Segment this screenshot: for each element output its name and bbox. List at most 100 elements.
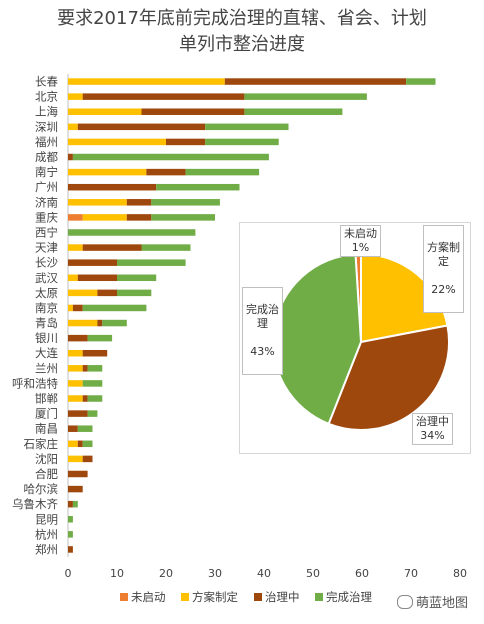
bar-segment [68,168,147,176]
bar-segment [68,304,73,312]
bar-segment [68,93,83,100]
bar-segment [87,395,103,402]
bar-segment [68,123,78,131]
pie-label-planning: 方案制 定 22% [423,225,464,313]
bar-segment [68,153,73,161]
bar-segment [68,78,225,85]
y-tick-label: 南昌 [35,422,58,436]
legend-label: 完成治理 [326,590,372,604]
bar-segment [146,168,186,176]
bar-segment [82,214,127,221]
bar-segment [68,108,142,115]
y-tick-label: 合肥 [35,467,58,481]
legend-label: 治理中 [265,590,300,604]
bar-segment [97,319,103,327]
y-tick-label: 大连 [35,346,58,360]
bar-segment [68,138,166,146]
y-tick-label: 兰州 [35,361,58,375]
bar-segment [151,199,220,206]
bar-segment [82,349,108,357]
x-tick-label: 80 [453,567,467,580]
legend-swatch [120,593,128,601]
wechat-icon [397,595,413,609]
y-tick-label: 广州 [35,180,58,194]
pie-label-percent: 1% [351,241,370,254]
legend-swatch [181,593,189,601]
bar-segment [68,365,83,372]
pie-label-percent: 22% [431,283,456,296]
bar-segment [87,365,103,372]
y-tick-label: 北京 [35,90,58,104]
bar-segment [117,274,157,282]
chart-title-line-1: 要求2017年底前完成治理的直辖、省会、计划 [57,8,427,29]
y-tick-label: 长春 [35,75,58,89]
y-tick-label: 南京 [35,301,58,315]
bar-segment [77,123,206,131]
y-tick-label: 西宁 [35,225,58,239]
y-tick-label: 呼和浩特 [12,376,58,390]
bar-segment [141,244,191,251]
bar-segment [77,425,93,432]
bar-segment [68,229,196,236]
bar-segment [82,440,93,448]
y-tick-label: 昆明 [35,512,58,526]
y-tick-label: 银川 [35,331,58,345]
pie-label-not-started: 未启动 1% [340,225,381,257]
bar-segment [87,334,113,342]
x-tick-label: 10 [110,567,124,580]
pie-label-completed: 完成治 理 43% [242,287,283,375]
bar-segment [68,289,98,297]
bar-segment [68,500,73,508]
bar-segment [205,138,279,146]
chart-title: 要求2017年底前完成治理的直辖、省会、计划 单列市整治进度 [0,6,484,58]
bar-segment [68,274,78,282]
x-tick-label: 30 [208,567,222,580]
y-tick-label: 福州 [35,135,58,149]
bar-segment [141,108,245,115]
bar-segment [87,410,98,417]
legend-label: 方案制定 [192,590,238,604]
bar-segment [68,334,88,342]
bar-segment [68,455,83,463]
y-tick-label: 天津 [35,241,58,255]
pie-label-name: 方案制 定 [427,241,460,268]
pie-chart [272,252,450,431]
x-tick-label: 70 [404,567,418,580]
bar-segment [68,214,83,221]
bar-segment [244,108,343,115]
bar-segment [126,199,152,206]
pie-label-percent: 43% [250,345,275,358]
bar-segment [166,138,206,146]
pie-label-percent: 34% [420,429,445,442]
pie-label-name: 完成治 理 [246,303,279,330]
y-tick-label: 深圳 [35,120,58,134]
y-tick-label: 沈阳 [35,452,58,466]
legend-swatch [254,593,262,601]
y-tick-label: 重庆 [35,210,58,224]
bar-segment [68,531,73,538]
bar-segment [117,259,186,266]
y-tick-label: 石家庄 [24,437,59,451]
x-tick-label: 50 [306,567,320,580]
bar-segment [244,93,367,100]
y-tick-label: 杭州 [35,527,58,541]
bar-segment [406,78,436,85]
bar-segment [68,183,157,191]
bar-segment [82,304,147,312]
x-tick-label: 0 [65,567,72,580]
y-tick-label: 长沙 [35,256,58,270]
bar-segment [68,380,83,387]
y-tick-label: 济南 [35,195,58,209]
pie-label-in-progress: 治理中 34% [412,413,453,445]
bar-segment [185,168,260,176]
bar-segment [68,319,98,327]
y-tick-label: 南宁 [35,165,58,179]
pie-chart-panel: 未启动 1% 方案制 定 22% 治理中 34% 完成治 理 43% [239,222,471,454]
bar-segment [68,259,117,266]
bar-segment [102,319,127,327]
bar-segment [68,546,73,553]
pie-label-name: 治理中 [416,415,449,428]
bar-segment [68,244,83,251]
bar-segment [68,485,83,493]
